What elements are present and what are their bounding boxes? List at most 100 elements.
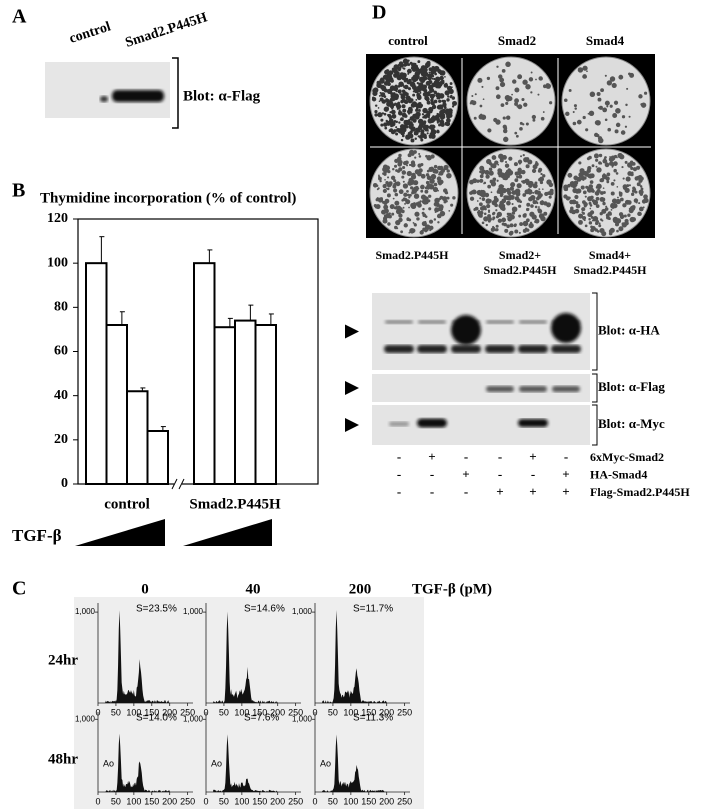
colony <box>411 191 414 195</box>
colony <box>491 200 497 206</box>
phase-label: S=23.5% <box>136 604 177 615</box>
colony <box>439 109 445 116</box>
colony <box>439 75 444 81</box>
colony <box>504 94 511 101</box>
colony <box>416 95 422 101</box>
band <box>385 320 413 324</box>
colony <box>488 167 493 172</box>
colony <box>406 68 412 74</box>
colony <box>417 68 421 72</box>
colony <box>385 213 391 219</box>
colony <box>584 195 587 198</box>
colony <box>410 138 415 143</box>
colony <box>590 215 594 219</box>
colony <box>428 167 433 172</box>
colony <box>591 164 595 168</box>
colony <box>428 74 431 77</box>
colony <box>403 223 408 228</box>
colony <box>507 168 511 172</box>
colony <box>506 215 509 218</box>
colony <box>578 213 584 219</box>
colony <box>408 231 411 234</box>
axis-break <box>174 478 182 490</box>
sign: + <box>529 449 536 464</box>
colony <box>481 85 484 88</box>
colony <box>617 196 619 199</box>
colony <box>530 91 533 94</box>
band <box>551 345 581 353</box>
colony <box>581 215 587 221</box>
treatment-label: TGF-β (pM) <box>412 581 492 597</box>
colony <box>502 155 507 160</box>
colony <box>417 135 420 138</box>
colony <box>492 212 495 216</box>
colony <box>530 71 533 74</box>
colony <box>587 166 592 171</box>
colony <box>402 180 405 183</box>
colony <box>394 158 399 164</box>
colony <box>521 169 526 175</box>
colony <box>602 201 606 206</box>
colony <box>418 155 422 158</box>
colony <box>585 185 589 189</box>
colony <box>374 204 379 209</box>
colony <box>383 208 389 214</box>
colony <box>469 191 473 195</box>
colony <box>598 161 602 165</box>
colony <box>446 98 450 102</box>
colony <box>422 73 425 76</box>
panel-letter: B <box>12 180 25 202</box>
colony <box>628 72 631 76</box>
colony <box>418 101 422 106</box>
colony <box>386 187 390 191</box>
colony <box>516 172 520 176</box>
colony <box>479 178 484 183</box>
colony <box>569 199 574 205</box>
colony <box>437 82 443 88</box>
colony <box>410 102 416 108</box>
colony <box>398 109 401 112</box>
colony <box>391 68 395 72</box>
colony <box>499 77 505 83</box>
y-tick-label: 100 <box>47 255 68 270</box>
colony <box>400 93 404 97</box>
colony <box>429 229 432 232</box>
colony <box>408 133 414 139</box>
y-tick-label: 1,000 <box>183 714 204 723</box>
x-tick-label: 50 <box>111 707 121 717</box>
colony <box>576 176 582 182</box>
colony <box>394 202 398 205</box>
colony <box>610 209 613 211</box>
colony <box>509 194 515 200</box>
colony <box>419 230 424 235</box>
colony <box>428 207 432 211</box>
colony <box>498 203 503 208</box>
colony <box>584 224 588 228</box>
x-group-label: Smad2.P445H <box>189 496 281 512</box>
colony <box>431 74 435 78</box>
bar <box>146 430 169 485</box>
colony <box>452 100 458 106</box>
colony <box>618 212 624 217</box>
colony <box>375 184 379 188</box>
colony <box>446 172 452 179</box>
colony <box>626 200 632 205</box>
colony <box>609 227 615 233</box>
colony <box>408 206 410 209</box>
colony <box>398 121 401 124</box>
colony <box>602 191 606 194</box>
colony <box>406 217 410 220</box>
colony <box>640 102 647 108</box>
colony <box>520 155 523 158</box>
colony <box>519 222 524 226</box>
colony <box>620 130 626 135</box>
colony <box>577 67 584 73</box>
colony <box>416 82 419 85</box>
band <box>417 345 447 353</box>
colony <box>439 73 443 76</box>
colony <box>383 171 387 175</box>
colony <box>417 163 422 168</box>
colony <box>449 89 454 94</box>
band <box>418 320 446 324</box>
colony <box>418 109 421 112</box>
